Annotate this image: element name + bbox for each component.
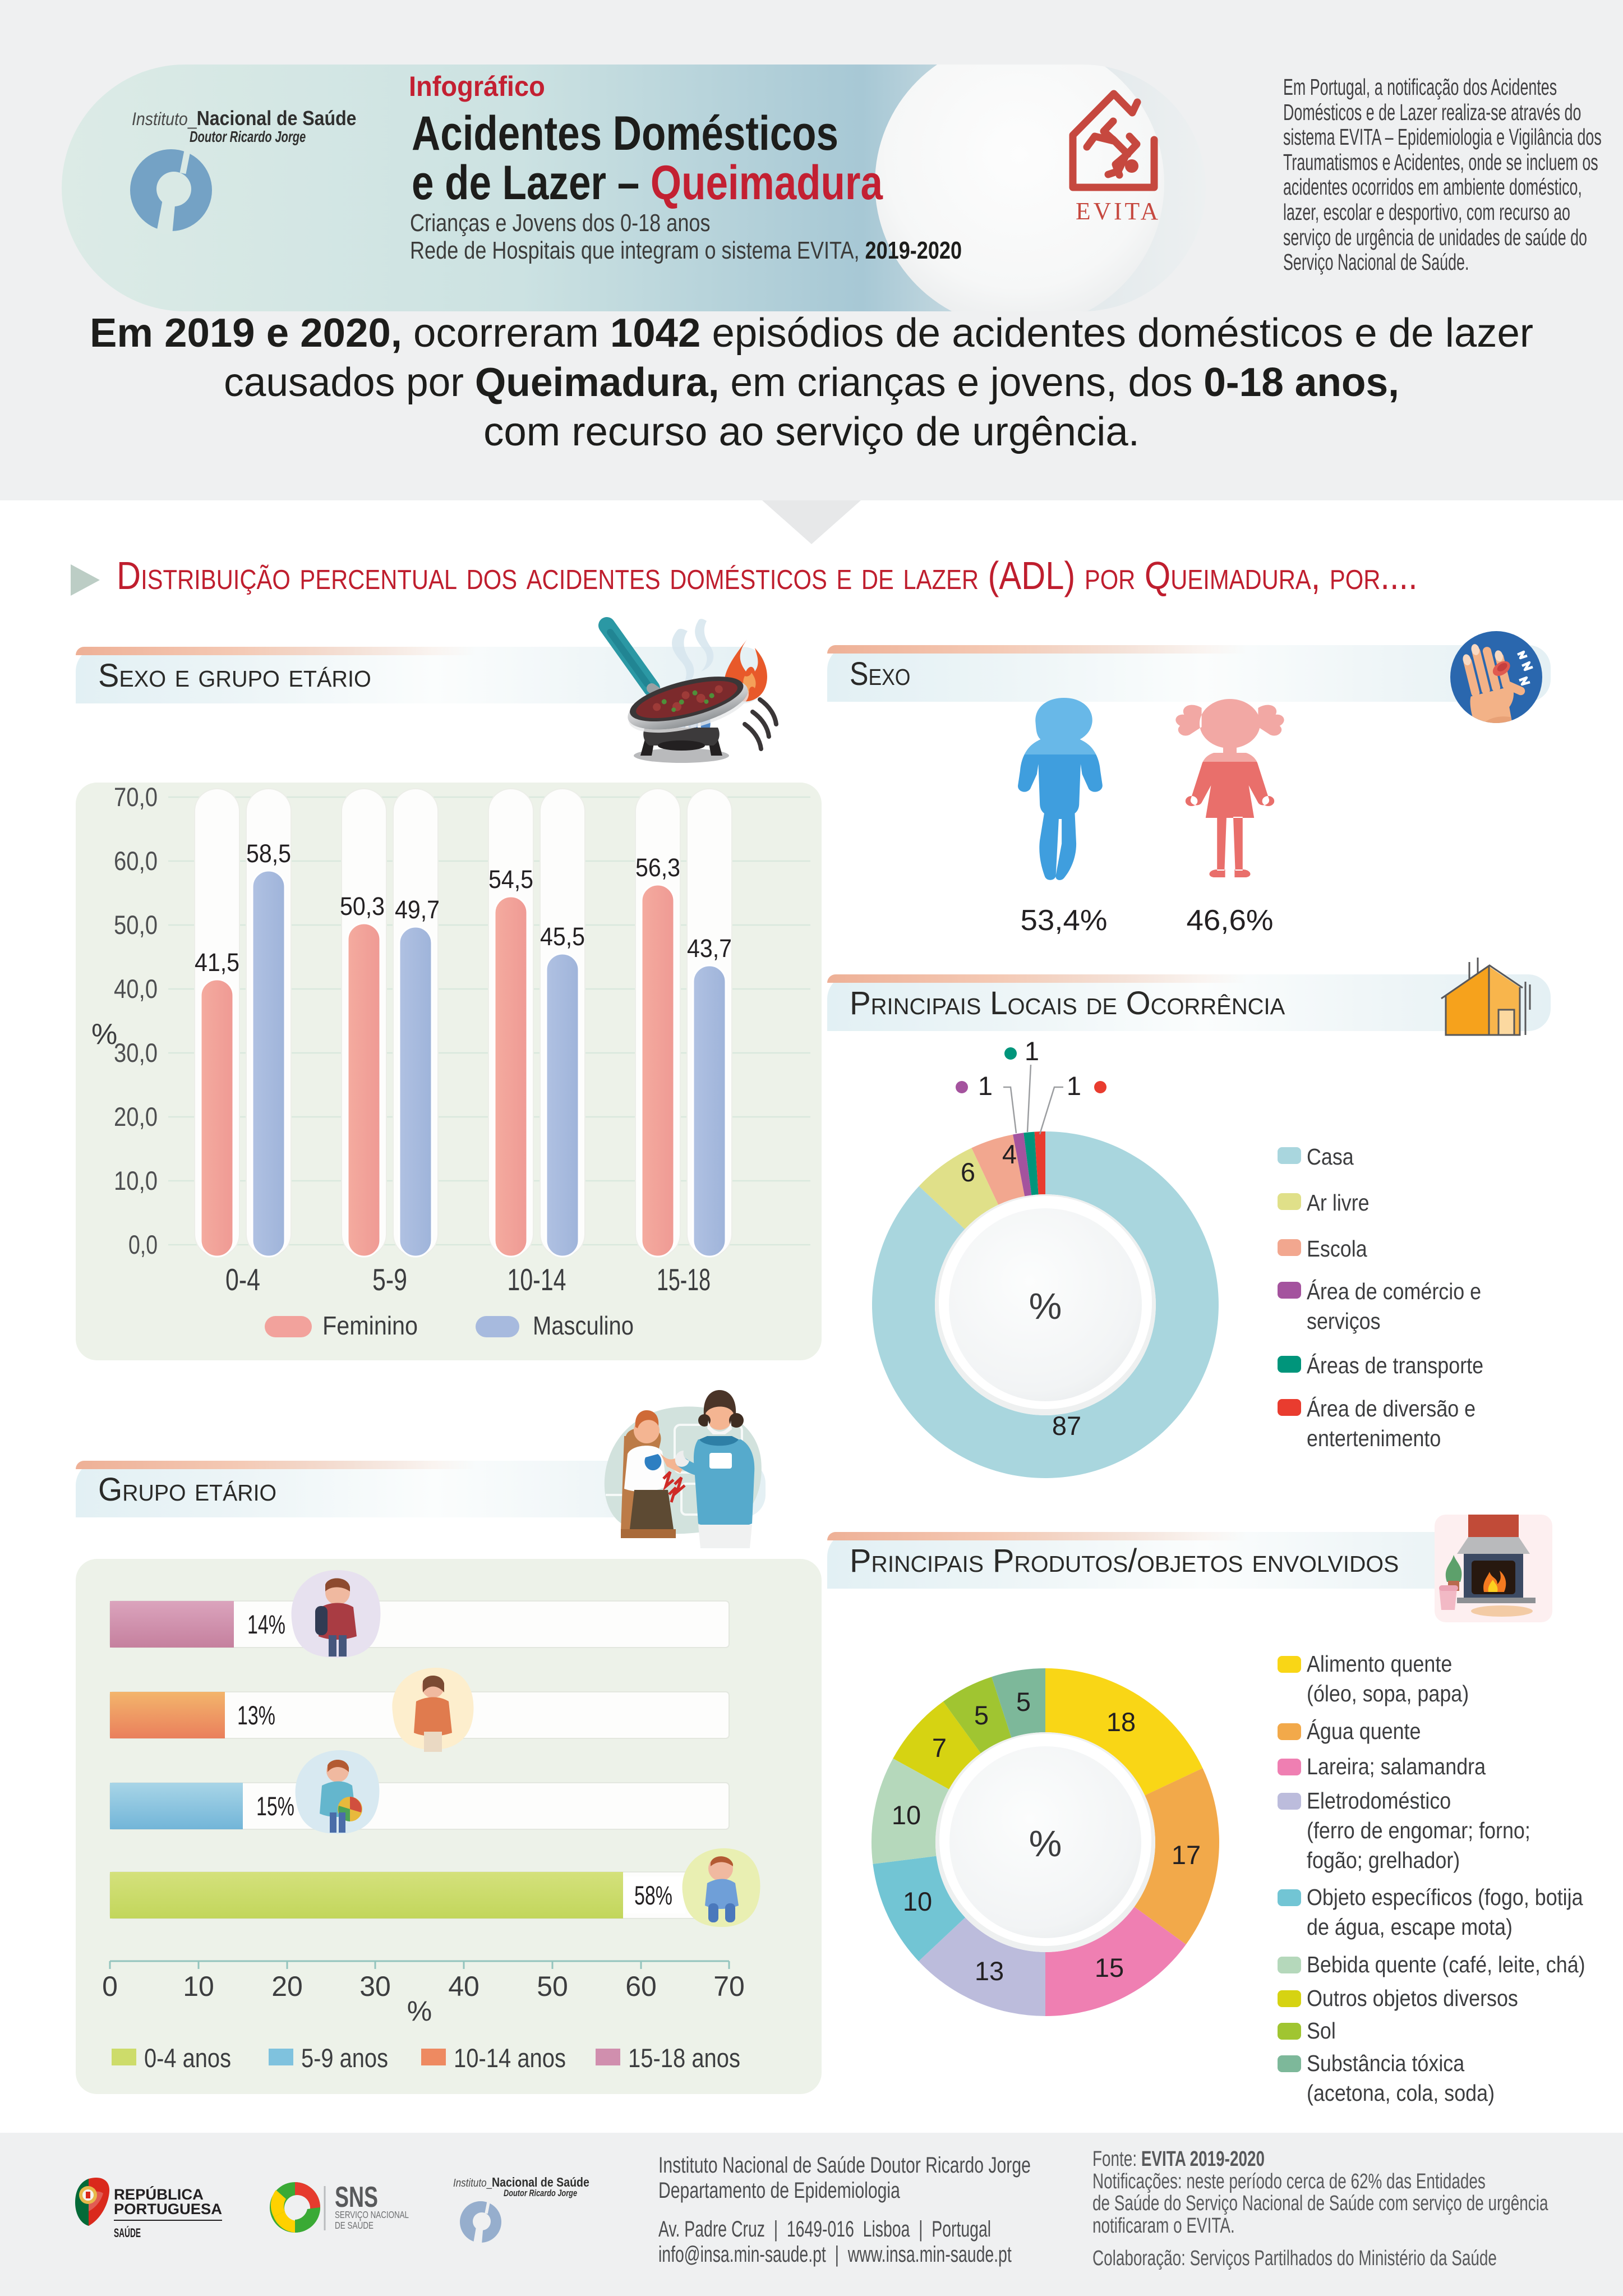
svg-text:50: 50 bbox=[537, 1971, 568, 2002]
svg-text:10: 10 bbox=[892, 1800, 921, 1830]
svg-text:1: 1 bbox=[978, 1071, 993, 1101]
svg-text:Masculino: Masculino bbox=[533, 1311, 634, 1340]
svg-text:EVITA: EVITA bbox=[1076, 197, 1161, 225]
svg-text:SERVIÇO NACIONAL: SERVIÇO NACIONAL bbox=[335, 2209, 409, 2220]
svg-text:45,5: 45,5 bbox=[540, 922, 585, 951]
svg-text:DE SAÚDE: DE SAÚDE bbox=[335, 2219, 374, 2231]
svg-text:REPÚBLICA: REPÚBLICA bbox=[114, 2185, 204, 2203]
svg-text:20,0: 20,0 bbox=[114, 1102, 158, 1131]
svg-text:30,0: 30,0 bbox=[114, 1038, 158, 1068]
svg-text:15-18: 15-18 bbox=[657, 1262, 711, 1297]
svg-text:58%: 58% bbox=[634, 1880, 672, 1910]
svg-text:20: 20 bbox=[271, 1971, 303, 2002]
svg-text:0-4: 0-4 bbox=[225, 1262, 260, 1297]
svg-text:60,0: 60,0 bbox=[114, 846, 158, 876]
svg-text:5-9 anos: 5-9 anos bbox=[301, 2043, 388, 2073]
svg-text:18: 18 bbox=[1106, 1707, 1136, 1737]
svg-text:10-14: 10-14 bbox=[508, 1262, 566, 1297]
svg-text:30: 30 bbox=[359, 1971, 391, 2002]
svg-text:49,7: 49,7 bbox=[395, 895, 440, 924]
svg-text:7: 7 bbox=[932, 1733, 947, 1763]
svg-text:PORTUGUESA: PORTUGUESA bbox=[114, 2201, 222, 2217]
svg-text:5-9: 5-9 bbox=[372, 1262, 407, 1297]
svg-text:70,0: 70,0 bbox=[114, 783, 158, 812]
svg-text:17: 17 bbox=[1172, 1840, 1201, 1870]
svg-text:54,5: 54,5 bbox=[488, 865, 533, 894]
svg-text:10,0: 10,0 bbox=[114, 1166, 158, 1195]
svg-text:15: 15 bbox=[1095, 1953, 1124, 1982]
svg-text:50,3: 50,3 bbox=[340, 892, 385, 921]
svg-text:13%: 13% bbox=[237, 1700, 275, 1730]
svg-text:41,5: 41,5 bbox=[195, 948, 239, 977]
svg-text:%: % bbox=[1029, 1823, 1062, 1864]
svg-text:56,3: 56,3 bbox=[635, 853, 680, 882]
svg-text:SNS: SNS bbox=[335, 2182, 378, 2214]
svg-text:Feminino: Feminino bbox=[322, 1311, 418, 1340]
svg-text:SAÚDE: SAÚDE bbox=[114, 2226, 141, 2240]
svg-text:53,4%: 53,4% bbox=[1021, 904, 1108, 937]
svg-text:0: 0 bbox=[102, 1971, 118, 2002]
svg-text:0-4 anos: 0-4 anos bbox=[144, 2043, 231, 2073]
svg-text:40: 40 bbox=[448, 1971, 479, 2002]
svg-text:%: % bbox=[91, 1018, 117, 1051]
svg-text:58,5: 58,5 bbox=[246, 839, 291, 868]
svg-text:10: 10 bbox=[183, 1971, 214, 2002]
svg-text:60: 60 bbox=[625, 1971, 657, 2002]
svg-text:1: 1 bbox=[1067, 1071, 1081, 1101]
svg-text:14%: 14% bbox=[247, 1609, 285, 1639]
svg-text:1: 1 bbox=[1025, 1036, 1039, 1066]
svg-text:13: 13 bbox=[975, 1956, 1004, 1986]
svg-text:70: 70 bbox=[713, 1971, 745, 2002]
svg-text:40,0: 40,0 bbox=[114, 974, 158, 1004]
svg-text:%: % bbox=[1029, 1285, 1062, 1327]
svg-text:10: 10 bbox=[903, 1887, 932, 1916]
svg-text:50,0: 50,0 bbox=[114, 910, 158, 940]
svg-text:0,0: 0,0 bbox=[128, 1230, 158, 1259]
svg-text:15%: 15% bbox=[256, 1791, 294, 1821]
svg-text:10-14 anos: 10-14 anos bbox=[454, 2043, 566, 2073]
svg-text:5: 5 bbox=[1016, 1687, 1031, 1717]
svg-text:4: 4 bbox=[1002, 1139, 1017, 1169]
svg-text:46,6%: 46,6% bbox=[1187, 904, 1274, 937]
svg-text:%: % bbox=[407, 1995, 432, 2027]
svg-text:15-18 anos: 15-18 anos bbox=[628, 2043, 740, 2073]
svg-text:43,7: 43,7 bbox=[687, 934, 732, 963]
svg-text:6: 6 bbox=[961, 1157, 975, 1187]
svg-text:87: 87 bbox=[1052, 1411, 1081, 1441]
svg-text:5: 5 bbox=[974, 1700, 989, 1730]
